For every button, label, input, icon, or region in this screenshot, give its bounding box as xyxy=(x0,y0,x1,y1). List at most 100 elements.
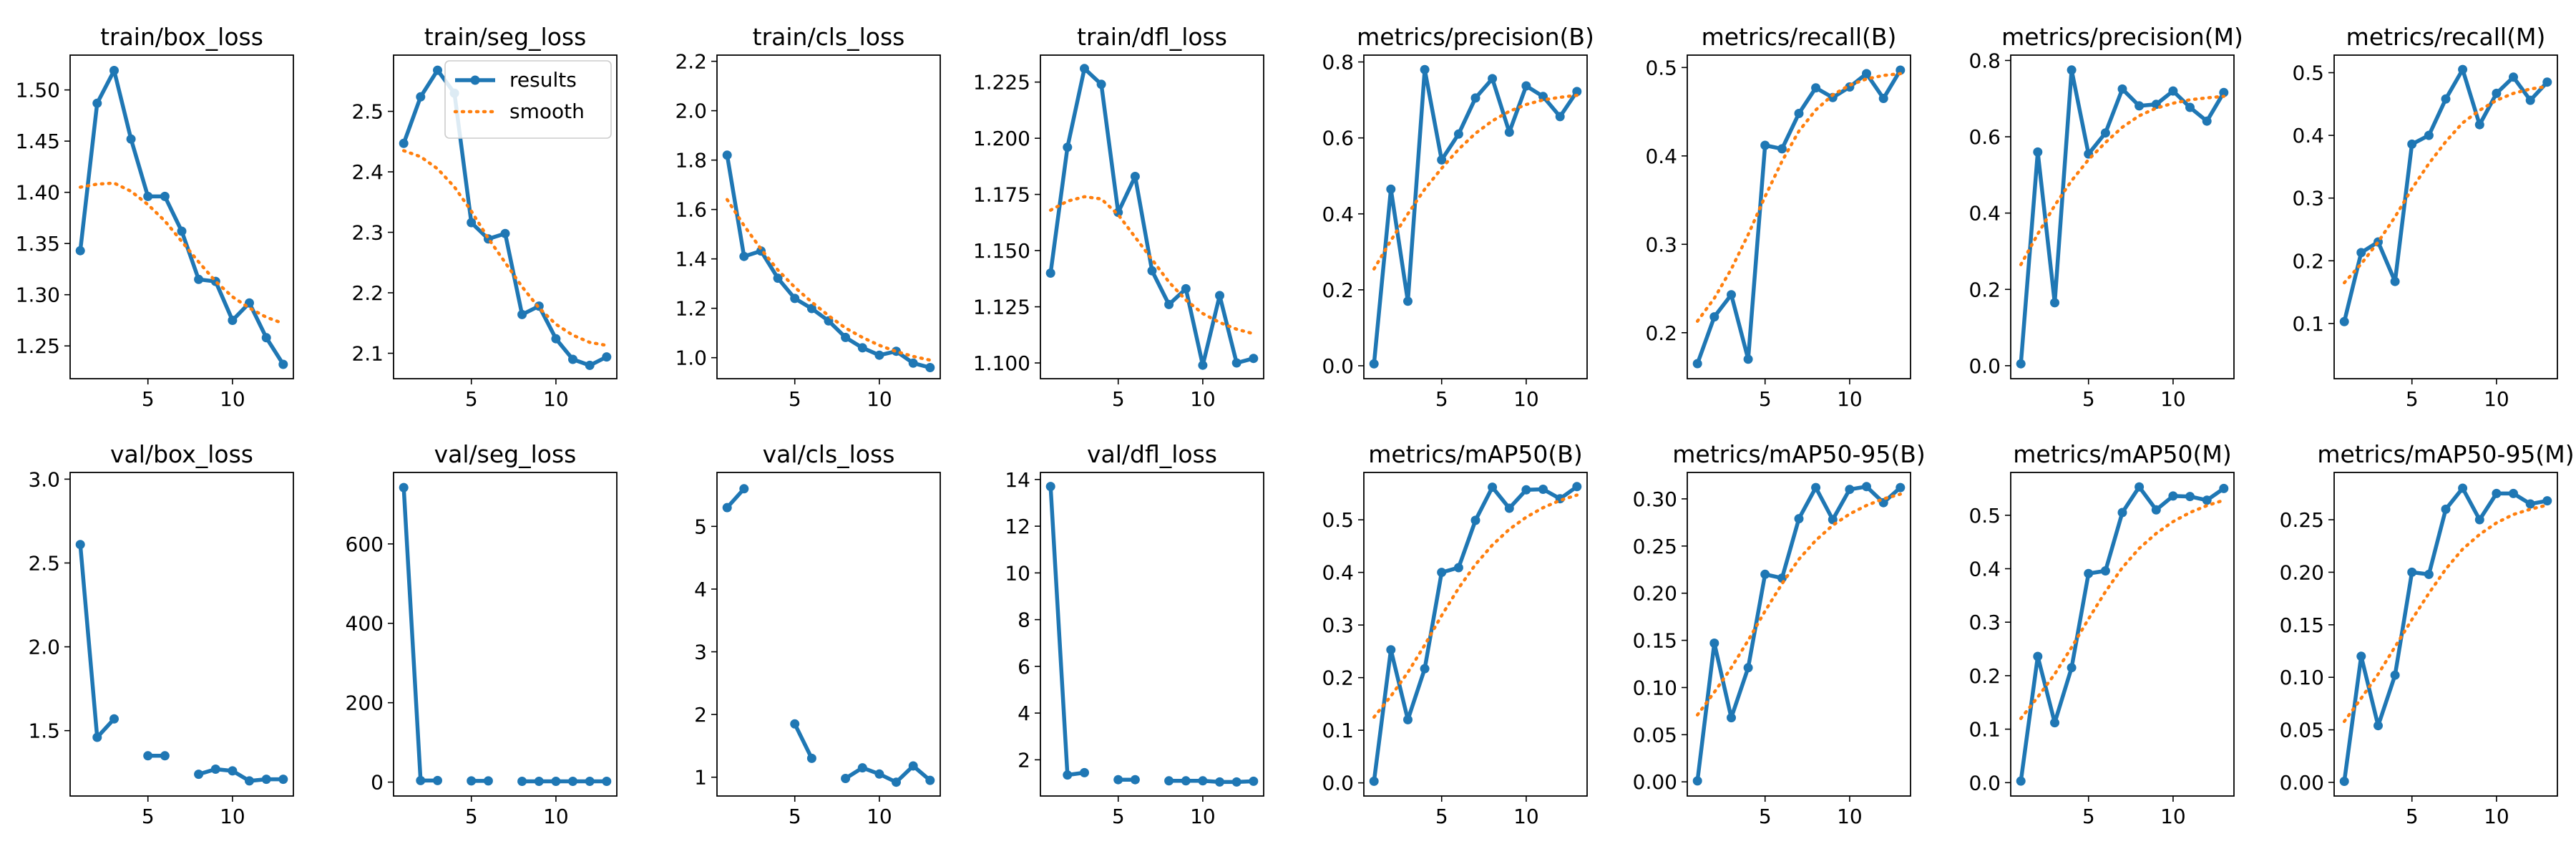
data-point xyxy=(2135,482,2145,492)
subplot-metrics-map50-b: metrics/mAP50(B) 5 10 0.0 0.1 0.2 0.3 0.4 0.5 xyxy=(1322,440,1588,828)
data-point xyxy=(160,191,170,201)
data-point xyxy=(841,332,851,342)
data-point xyxy=(109,66,119,75)
data-point xyxy=(2117,508,2127,518)
data-point xyxy=(2492,488,2502,498)
axes-frame xyxy=(716,54,941,379)
data-point xyxy=(1845,485,1855,495)
y-tick-label: 0.3 xyxy=(1645,233,1677,256)
y-tick-label: 0.5 xyxy=(1645,56,1677,79)
data-point xyxy=(228,766,238,776)
data-point xyxy=(1692,776,1702,786)
axes-frame xyxy=(716,472,941,797)
series-line-results xyxy=(78,68,286,366)
subplot-title: metrics/mAP50(M) xyxy=(2013,440,2231,468)
y-tick-label: 1.100 xyxy=(973,351,1030,375)
y-tick-label: 0.1 xyxy=(1322,719,1354,742)
y-tick-label: 0.4 xyxy=(1322,561,1354,585)
series-line-smooth xyxy=(1695,492,1903,717)
series-line-smooth xyxy=(78,181,286,326)
plot-area xyxy=(1045,64,1259,370)
x-tick-label: 10 xyxy=(2484,805,2509,828)
x-tick-label: 5 xyxy=(1759,805,1772,828)
data-point xyxy=(2509,72,2518,82)
data-point xyxy=(1063,142,1073,152)
x-tick-label: 5 xyxy=(1112,387,1125,411)
series-line-results xyxy=(1372,67,1579,364)
y-tick-label: 0.25 xyxy=(1633,535,1677,558)
x-tick-label: 10 xyxy=(1837,805,1863,828)
y-tick-label: 1.4 xyxy=(675,248,707,271)
data-point xyxy=(790,719,800,729)
x-tick-label: 10 xyxy=(1190,805,1216,828)
data-point xyxy=(1164,299,1174,309)
data-point xyxy=(1488,74,1498,84)
data-point xyxy=(143,191,153,201)
x-tick-label: 5 xyxy=(2082,805,2095,828)
plot-area xyxy=(2339,64,2552,326)
data-point xyxy=(1437,568,1447,578)
series-line-results xyxy=(725,155,931,370)
subplot-title: val/cls_loss xyxy=(763,440,895,468)
data-point xyxy=(1572,87,1582,97)
data-point xyxy=(1504,127,1514,137)
data-point xyxy=(2135,101,2145,111)
subplot-metrics-precision-b: metrics/precision(B) 5 10 0.0 0.2 0.4 0.6 0.8 xyxy=(1322,23,1594,411)
subplot-title: metrics/recall(M) xyxy=(2346,23,2546,51)
y-tick-label: 3 xyxy=(694,641,707,664)
data-point xyxy=(1470,515,1480,525)
subplot-title: train/seg_loss xyxy=(424,23,587,51)
data-point xyxy=(2474,515,2484,525)
series-line-smooth xyxy=(2019,498,2226,720)
subplot-metrics-recall-b: metrics/recall(B) 5 10 0.2 0.3 0.4 0.5 xyxy=(1645,23,1911,411)
y-tick-label: 0.6 xyxy=(1322,127,1354,150)
data-point xyxy=(467,776,477,786)
data-point xyxy=(1080,767,1089,777)
data-point xyxy=(2441,504,2451,514)
data-point xyxy=(1096,79,1106,89)
subplot-val-box-loss: val/box_loss 5 10 1.5 2.0 2.5 3.0 xyxy=(28,440,294,828)
axes-frame xyxy=(393,472,618,797)
data-point xyxy=(1249,354,1259,364)
data-point xyxy=(2458,64,2468,74)
y-tick-label: 0.1 xyxy=(2292,312,2324,336)
axes-frame xyxy=(1363,472,1588,797)
subplot-title: val/box_loss xyxy=(110,440,253,468)
plot-area xyxy=(722,484,935,787)
axes-frame xyxy=(69,54,294,379)
series-line-smooth xyxy=(1372,493,1579,719)
data-point xyxy=(602,777,612,786)
data-point xyxy=(1488,482,1498,492)
y-tick-label: 0.5 xyxy=(1322,508,1354,532)
data-point xyxy=(1130,775,1140,785)
axes-frame xyxy=(2010,472,2235,797)
x-tick-label: 5 xyxy=(2406,805,2419,828)
data-point xyxy=(1113,775,1123,785)
y-tick-label: 12 xyxy=(1005,515,1030,538)
series-line-results xyxy=(2019,68,2226,364)
y-tick-label: 0.2 xyxy=(1322,278,1354,302)
x-tick-label: 5 xyxy=(1112,805,1125,828)
y-tick-label: 0 xyxy=(371,771,384,795)
data-point xyxy=(2356,651,2366,661)
series-line-smooth xyxy=(2342,84,2550,285)
series-line-smooth xyxy=(1372,93,1579,271)
series-line-results xyxy=(78,544,116,739)
data-point xyxy=(925,363,935,372)
subplot-val-seg-loss: val/seg_loss 5 10 0 200 400 600 xyxy=(346,440,618,828)
data-point xyxy=(1198,776,1208,786)
plot-area xyxy=(399,482,612,786)
series-line-results xyxy=(2019,485,2225,782)
data-point xyxy=(1113,208,1123,218)
y-tick-label: 0.0 xyxy=(1968,354,2001,378)
data-point xyxy=(2441,94,2451,104)
data-point xyxy=(433,775,442,785)
axes-frame xyxy=(2010,54,2235,379)
data-point xyxy=(773,273,783,283)
x-tick-label: 5 xyxy=(1435,805,1448,828)
x-tick-label: 10 xyxy=(2160,805,2186,828)
data-point xyxy=(2067,663,2077,673)
plot-area xyxy=(2016,482,2229,786)
y-tick-label: 200 xyxy=(346,691,384,715)
